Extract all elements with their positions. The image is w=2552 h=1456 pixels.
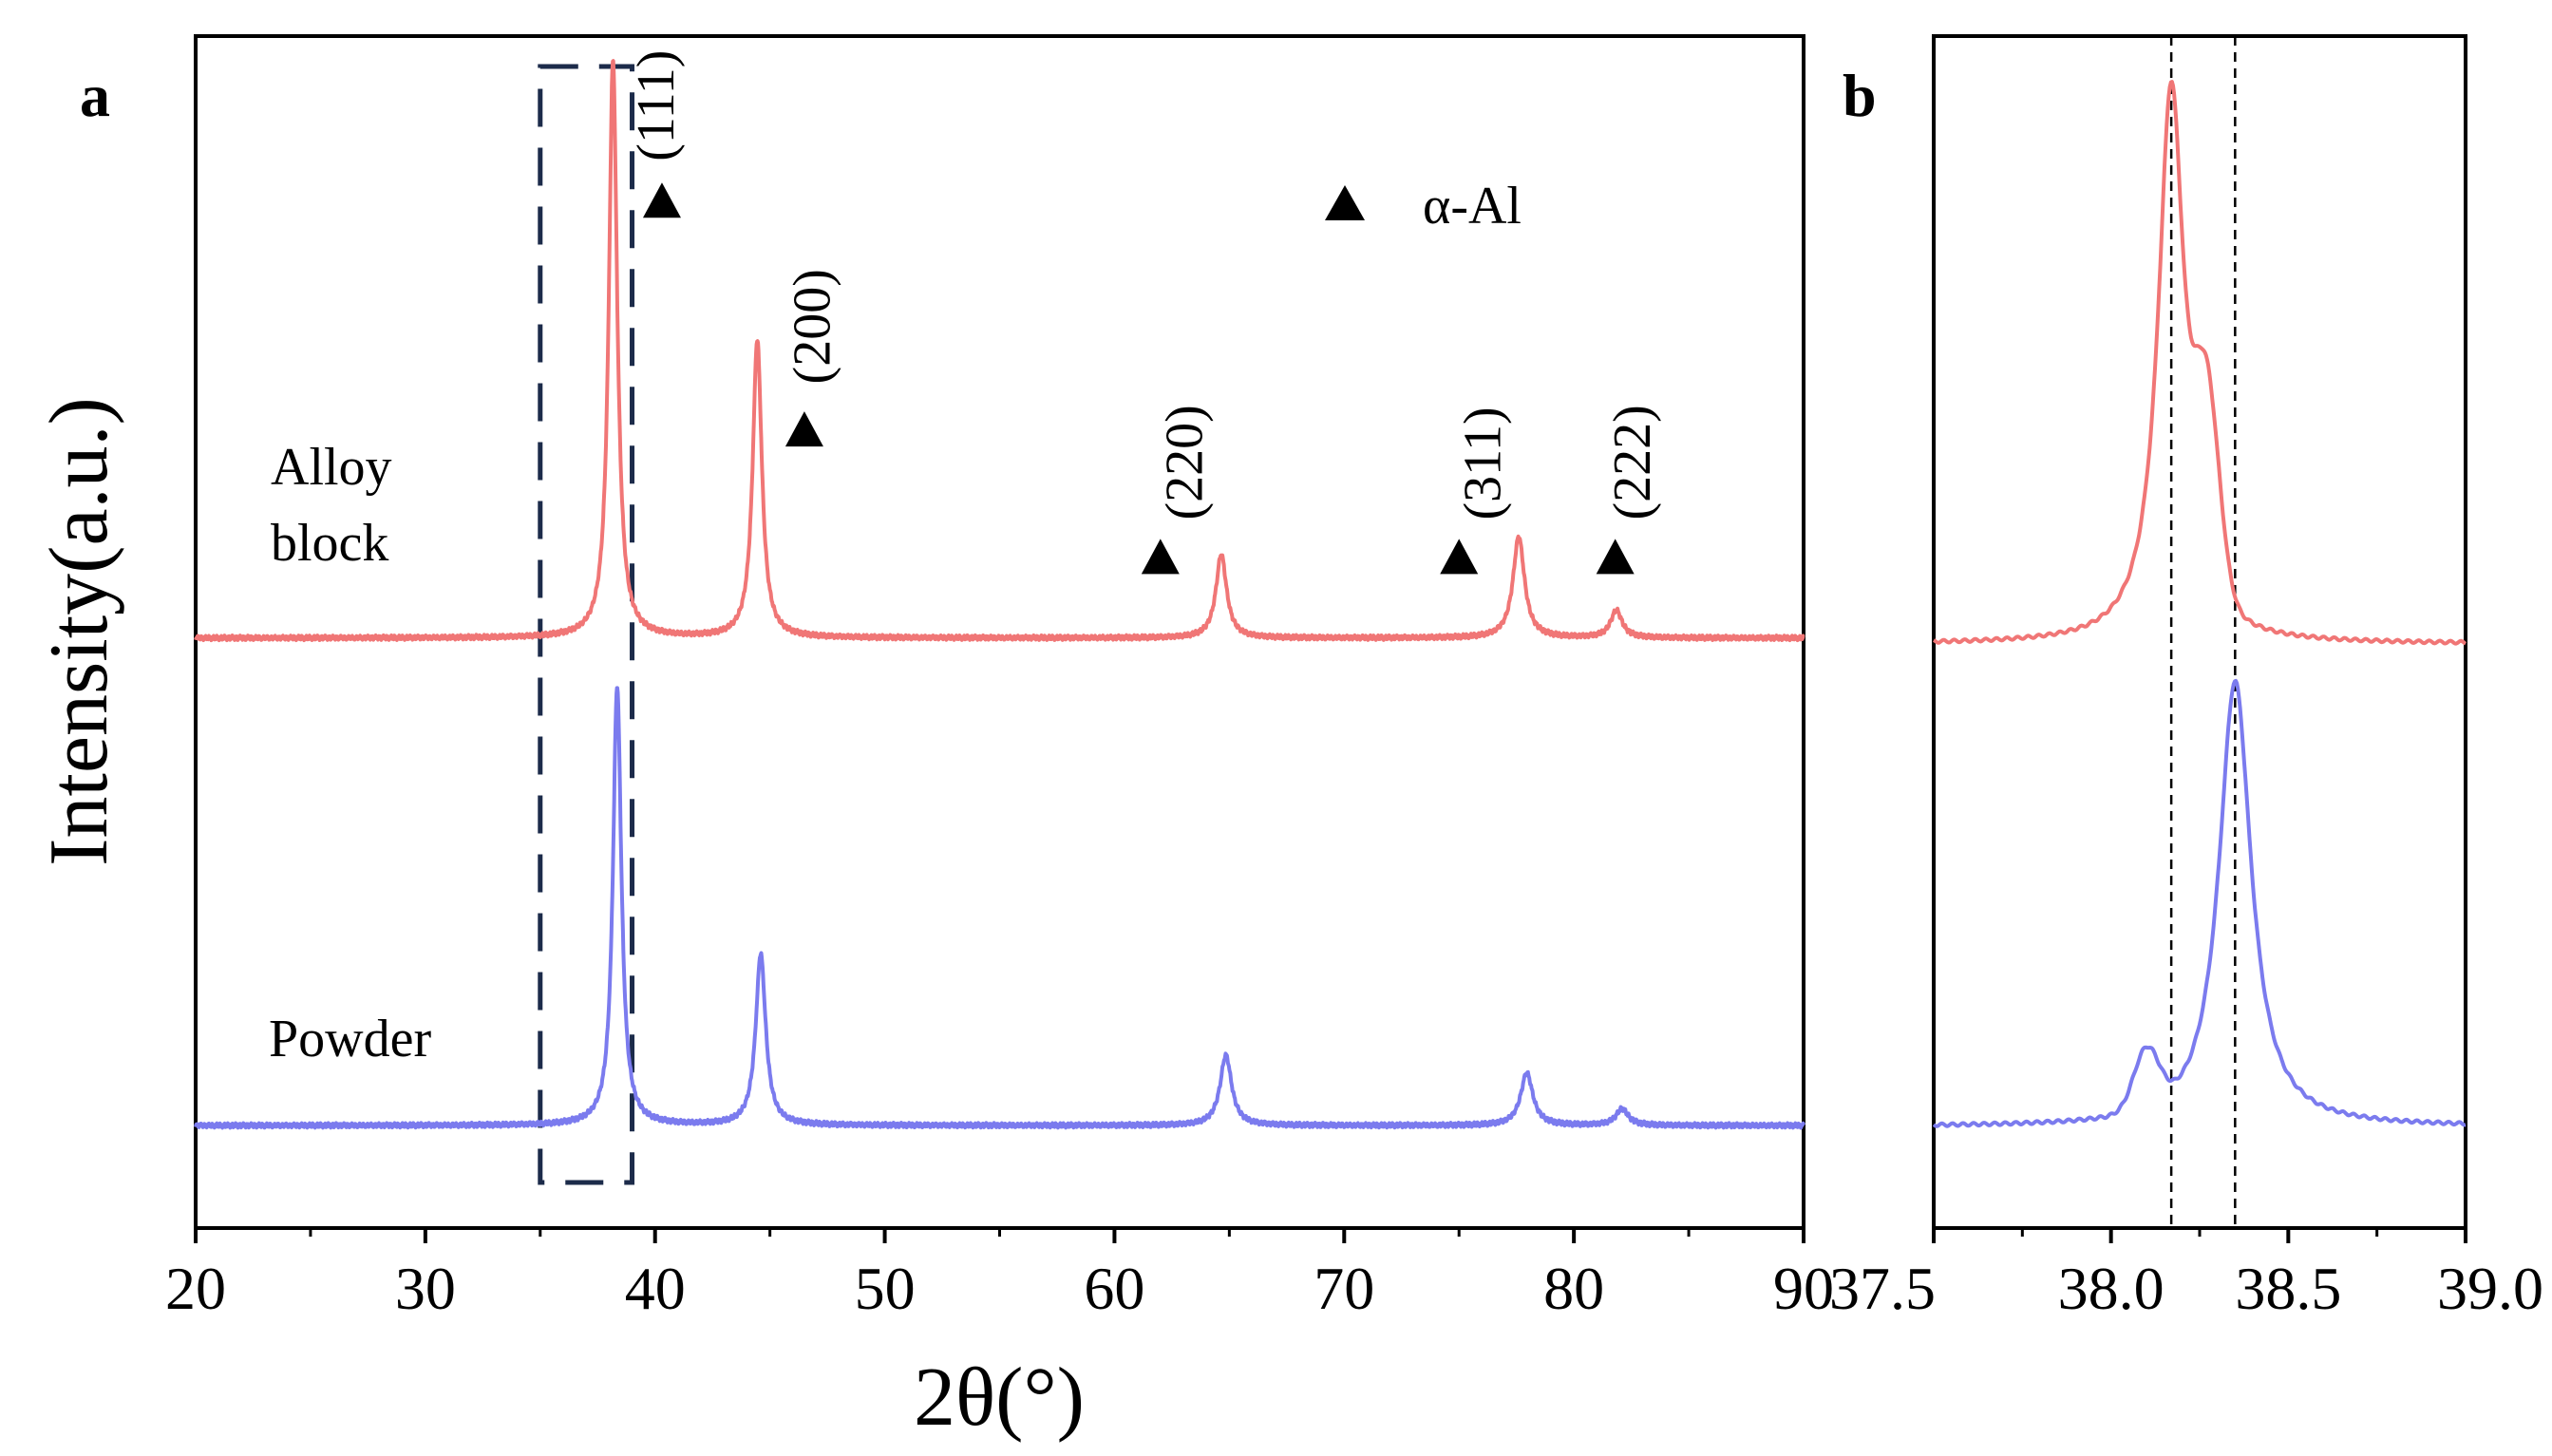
zoom-series-line-alloy-block (1933, 80, 2467, 646)
panel-b-series (1932, 80, 2467, 1128)
alpha-al-marker-icon (1141, 539, 1180, 575)
x-tick-label: 40 (625, 1255, 686, 1322)
peak-label-311: (311) (1454, 407, 1513, 520)
alpha-al-marker-icon (1596, 539, 1635, 575)
x-axis-title: 2θ(°) (914, 1352, 1085, 1444)
y-axis-title: Intensity(a.u.) (33, 397, 125, 866)
x-tick-label: 38.0 (2058, 1255, 2164, 1322)
peak-label-200: (200) (784, 269, 842, 384)
x-tick-label: 20 (165, 1255, 226, 1322)
series-line-powder (194, 686, 1805, 1130)
peak-annotations: (111) (200) (220) (311) (222) (627, 50, 1662, 575)
panel-a-series (194, 59, 1805, 1130)
legend-label: α-Al (1423, 177, 1522, 236)
alloy-block-label-line2: block (271, 514, 388, 573)
highlight-box-rect (538, 64, 635, 1185)
x-tick-label: 37.5 (1829, 1255, 1936, 1322)
highlight-box (538, 64, 635, 1185)
x-tick-label: 60 (1084, 1255, 1144, 1322)
x-tick-label: 30 (395, 1255, 456, 1322)
panel-b-x-ticks: 37.5 38.0 38.5 39.0 (1829, 1228, 2543, 1322)
panel-b-letter: b (1843, 62, 1877, 129)
panel-a-x-ticks: 20 30 40 50 60 70 80 90 (165, 1228, 1834, 1322)
series-line-alloy-block (194, 59, 1805, 643)
peak-label-111: (111) (627, 50, 686, 161)
panel-a: a (111) (200) (220) (311) (222) α-Al Alloy b… (33, 34, 1834, 1444)
x-tick-label: 70 (1314, 1255, 1374, 1322)
alloy-block-label-line1: Alloy (271, 438, 392, 497)
legend: α-Al (1325, 177, 1522, 236)
x-tick-label: 38.5 (2235, 1255, 2341, 1322)
panel-b-frame (1932, 34, 2467, 1230)
series-labels: Alloy block Powder (269, 438, 431, 1068)
alpha-al-marker-icon (642, 182, 681, 218)
reference-lines (2169, 36, 2237, 1228)
panel-a-letter: a (80, 62, 110, 129)
x-tick-label: 90 (1773, 1255, 1834, 1322)
x-tick-label: 50 (855, 1255, 916, 1322)
legend-triangle-icon (1325, 185, 1365, 220)
peak-label-220: (220) (1155, 405, 1214, 520)
peak-label-222: (222) (1603, 405, 1662, 520)
x-tick-label: 39.0 (2437, 1255, 2543, 1322)
x-tick-label: 80 (1543, 1255, 1604, 1322)
alpha-al-marker-icon (1440, 539, 1479, 575)
powder-label: Powder (269, 1010, 431, 1068)
zoom-series-line-powder (1932, 678, 2467, 1128)
alpha-al-marker-icon (785, 411, 823, 447)
panel-b: b 37.5 38.0 38.5 39.0 (1829, 34, 2543, 1322)
